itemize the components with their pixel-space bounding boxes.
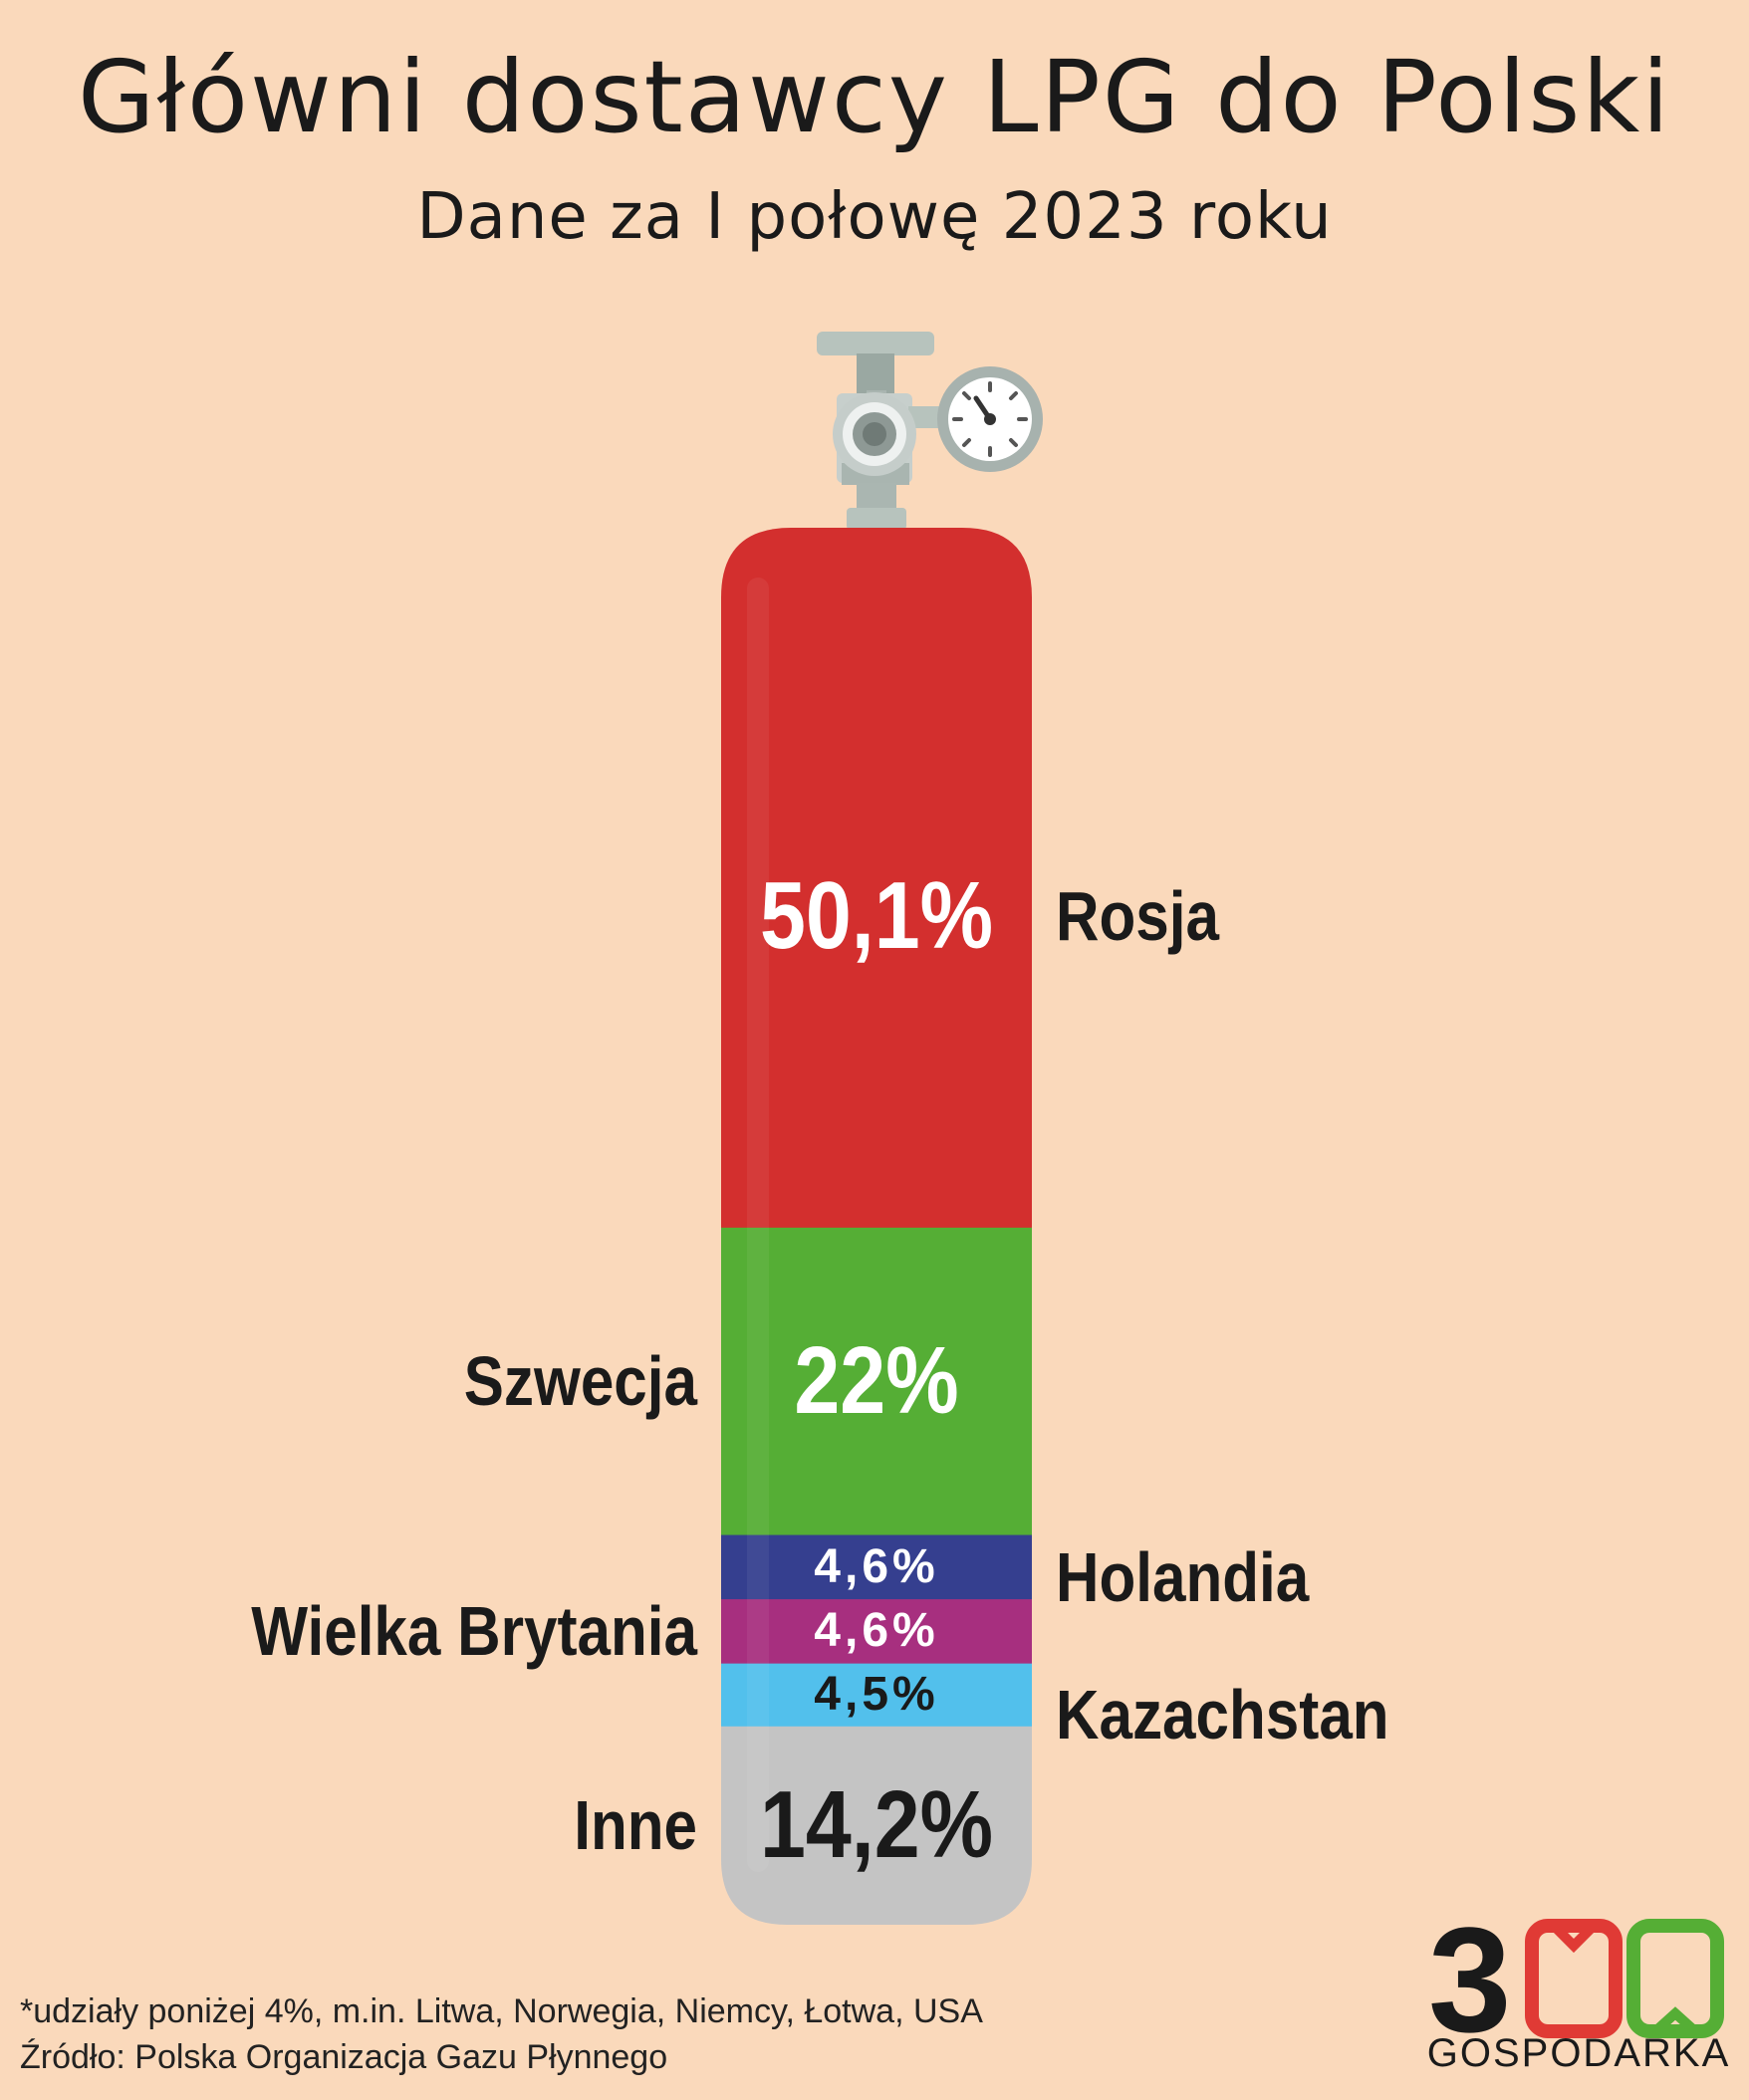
pressure-gauge-icon bbox=[937, 366, 1043, 472]
svg-text:3: 3 bbox=[1428, 1910, 1511, 2063]
footnote-note: *udziały poniżej 4%, m.in. Litwa, Norweg… bbox=[20, 1992, 983, 2030]
segment-inne bbox=[721, 1726, 1032, 1925]
value-label-1: 22% bbox=[794, 1327, 959, 1435]
category-label-2: Holandia bbox=[1056, 1537, 1310, 1616]
segment-szwecja bbox=[721, 1227, 1032, 1536]
value-label-4: 4,5% bbox=[814, 1668, 939, 1722]
category-label-0: Rosja bbox=[1056, 877, 1219, 955]
value-label-2: 4,6% bbox=[814, 1539, 939, 1593]
category-label-1: Szwecja bbox=[463, 1342, 697, 1421]
segment-wielka-brytania bbox=[721, 1599, 1032, 1665]
category-label-4: Kazachstan bbox=[1056, 1676, 1389, 1754]
segment-kazachstan bbox=[721, 1663, 1032, 1728]
value-label-3: 4,6% bbox=[814, 1604, 939, 1658]
logo-300-gospodarka: 3 bbox=[1428, 1910, 1724, 2063]
category-label-3: Wielka Brytania bbox=[251, 1592, 697, 1671]
footnote-source: Źródło: Polska Organizacja Gazu Płynnego bbox=[20, 2038, 668, 2076]
category-label-5: Inne bbox=[574, 1786, 697, 1865]
logo-name: GOSPODARKA bbox=[1426, 2031, 1731, 2075]
value-label-5: 14,2% bbox=[759, 1771, 994, 1879]
chart-subtitle: Dane za I połowę 2023 roku bbox=[416, 180, 1333, 254]
chart-title: Główni dostawcy LPG do Polski bbox=[77, 39, 1672, 155]
value-label-0: 50,1% bbox=[759, 862, 994, 969]
valve-icon bbox=[817, 332, 948, 530]
segment-holandia bbox=[721, 1534, 1032, 1601]
segment-rosja bbox=[721, 528, 1032, 1229]
